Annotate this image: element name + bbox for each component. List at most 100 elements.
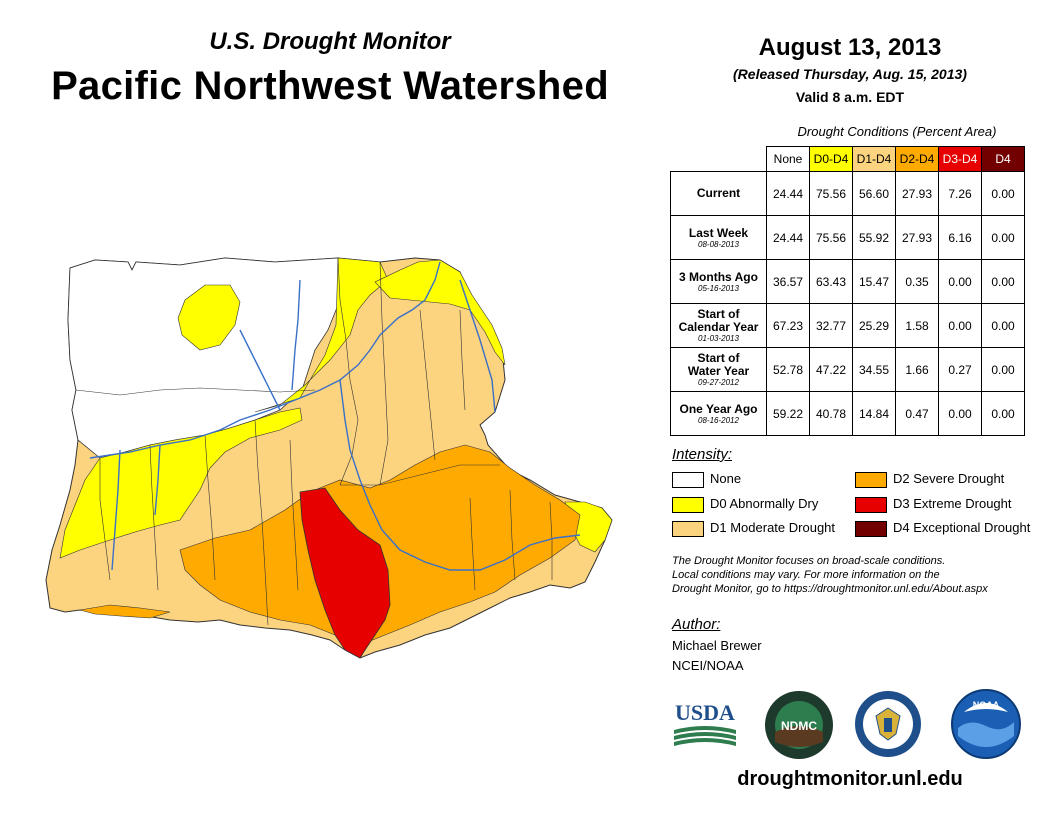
table-row: Start of Calendar Year 01-03-2013 67.23 32.7… — [670, 303, 1025, 348]
table-cell: 55.92 — [852, 215, 896, 260]
table-cell: 40.78 — [809, 391, 853, 436]
website-url: droughtmonitor.unl.edu — [737, 768, 963, 790]
legend-swatch — [855, 521, 887, 537]
ndmc-logo-text: NDMC — [781, 719, 817, 733]
legend-label: D0 Abnormally Dry — [710, 496, 819, 511]
table-cell: 24.44 — [766, 171, 810, 216]
table-row: Start of Water Year 09-27-2012 52.78 47.22 34… — [670, 347, 1025, 392]
note-line-1: The Drought Monitor focuses on broad-sca… — [672, 555, 946, 567]
row-label-line2: Water Year — [687, 364, 750, 378]
legend-label: D4 Exceptional Drought — [893, 520, 1031, 535]
row-date: 01-03-2013 — [698, 334, 739, 343]
noaa-logo-icon: NOAA — [950, 688, 1022, 760]
row-label: Start of Calendar Year 01-03-2013 — [670, 303, 767, 348]
table-cell: 25.29 — [852, 303, 896, 348]
legend-swatch — [855, 497, 887, 513]
table-cell: 0.47 — [895, 391, 939, 436]
table-cell: 63.43 — [809, 259, 853, 304]
row-label: Last Week 08-08-2013 — [670, 215, 767, 260]
table-cell: 0.00 — [981, 303, 1025, 348]
drought-map — [45, 257, 613, 659]
row-date: 09-27-2012 — [698, 378, 739, 387]
row-label-line1: Start of — [697, 351, 740, 365]
table-cell: 0.00 — [981, 171, 1025, 216]
legend-label: None — [710, 471, 742, 486]
column-header-d2-d4: D2-D4 — [895, 146, 939, 172]
row-label-line1: One Year Ago — [679, 401, 758, 416]
legend-label: D1 Moderate Drought — [710, 520, 836, 535]
map-title: Pacific Northwest Watershed — [51, 64, 609, 108]
legend-label: D2 Severe Drought — [893, 471, 1005, 486]
table-cell: 47.22 — [809, 347, 853, 392]
valid-time: Valid 8 a.m. EDT — [795, 89, 905, 105]
table-row: Current 24.44 75.56 56.60 27.93 7.26 0.00 — [670, 171, 1025, 216]
legend-swatch — [672, 521, 704, 537]
map-subtitle: U.S. Drought Monitor — [209, 28, 451, 55]
d0-north-blob — [177, 284, 241, 351]
legend-swatch — [672, 497, 704, 513]
commerce-seal-icon — [854, 690, 922, 758]
table-cell: 7.26 — [938, 171, 982, 216]
table-cell: 0.00 — [981, 215, 1025, 260]
disclaimer-note: The Drought Monitor focuses on broad-sca… — [672, 554, 1052, 596]
row-label: Current — [670, 171, 767, 216]
table-cell: 67.23 — [766, 303, 810, 348]
table-cell: 0.00 — [938, 303, 982, 348]
usda-logo-text: USDA — [675, 700, 735, 725]
row-label-line2: Calendar Year — [678, 320, 759, 334]
table-row: Last Week 08-08-2013 24.44 75.56 55.92 27.93 6… — [670, 215, 1025, 260]
table-cell: 59.22 — [766, 391, 810, 436]
table-cell: 24.44 — [766, 215, 810, 260]
table-cell: 15.47 — [852, 259, 896, 304]
row-label: 3 Months Ago 05-16-2013 — [670, 259, 767, 304]
table-cell: 34.55 — [852, 347, 896, 392]
d3-extreme-area — [299, 487, 391, 659]
table-cell: 6.16 — [938, 215, 982, 260]
row-date: 08-08-2013 — [698, 239, 739, 249]
row-date: 08-16-2012 — [698, 415, 739, 425]
row-label: Start of Water Year 09-27-2012 — [670, 347, 767, 392]
row-date: 05-16-2013 — [698, 283, 739, 293]
table-cell: 75.56 — [809, 171, 853, 216]
table-cell: 1.58 — [895, 303, 939, 348]
table-cell: 0.00 — [938, 391, 982, 436]
row-label: One Year Ago 08-16-2012 — [670, 391, 767, 436]
table-cell: 0.27 — [938, 347, 982, 392]
table-header-row: None D0-D4 D1-D4 D2-D4 D3-D4 D4 — [671, 146, 1025, 172]
table-cell: 32.77 — [809, 303, 853, 348]
legend-swatch — [855, 472, 887, 488]
table-cell: 36.57 — [766, 259, 810, 304]
row-label-line1: Current — [696, 186, 741, 200]
drought-conditions-table: None D0-D4 D1-D4 D2-D4 D3-D4 D4 Current 24.44 75… — [670, 146, 1025, 436]
table-cell: 27.93 — [895, 171, 939, 216]
column-header-d4: D4 — [981, 146, 1025, 172]
usda-logo-icon: USDA — [672, 700, 738, 748]
table-cell: 1.66 — [895, 347, 939, 392]
table-cell: 0.00 — [938, 259, 982, 304]
table-cell: 56.60 — [852, 171, 896, 216]
table-cell: 52.78 — [766, 347, 810, 392]
noaa-logo-text: NOAA — [973, 700, 1000, 710]
table-cell: 0.35 — [895, 259, 939, 304]
row-label-line1: Last Week — [688, 225, 749, 240]
table-row: One Year Ago 08-16-2012 59.22 40.78 14.84 0.4… — [670, 391, 1025, 436]
d2-southwest-sliver — [79, 604, 171, 619]
table-caption: Drought Conditions (Percent Area) — [797, 124, 997, 139]
column-header-d1-d4: D1-D4 — [852, 146, 896, 172]
note-line-2: Local conditions may vary. For more info… — [672, 569, 940, 581]
column-header-none: None — [766, 146, 810, 172]
table-cell: 75.56 — [809, 215, 853, 260]
column-header-d0-d4: D0-D4 — [809, 146, 853, 172]
author-heading: Author: — [672, 616, 721, 633]
table-cell: 0.00 — [981, 347, 1025, 392]
author-name: Michael Brewer — [672, 638, 762, 653]
legend-swatch — [672, 472, 704, 488]
table-cell: 14.84 — [852, 391, 896, 436]
table-cell: 27.93 — [895, 215, 939, 260]
note-line-3: Drought Monitor, go to https://droughtmo… — [672, 583, 988, 595]
table-cell: 0.00 — [981, 391, 1025, 436]
map-date: August 13, 2013 — [758, 34, 942, 61]
table-cell: 0.00 — [981, 259, 1025, 304]
column-header-d3-d4: D3-D4 — [938, 146, 982, 172]
rivers — [89, 261, 581, 571]
